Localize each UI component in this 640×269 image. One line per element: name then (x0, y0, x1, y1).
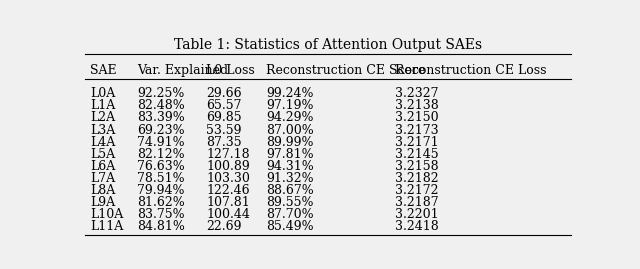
Text: 69.85: 69.85 (207, 111, 242, 124)
Text: L7A: L7A (90, 172, 115, 185)
Text: 3.2187: 3.2187 (395, 196, 438, 209)
Text: L1A: L1A (90, 99, 115, 112)
Text: Table 1: Statistics of Attention Output SAEs: Table 1: Statistics of Attention Output … (174, 38, 482, 52)
Text: 99.24%: 99.24% (266, 87, 314, 100)
Text: L10A: L10A (90, 208, 123, 221)
Text: 82.12%: 82.12% (137, 148, 185, 161)
Text: 87.70%: 87.70% (266, 208, 314, 221)
Text: 78.51%: 78.51% (137, 172, 185, 185)
Text: 74.91%: 74.91% (137, 136, 185, 149)
Text: 85.49%: 85.49% (266, 221, 314, 233)
Text: 83.39%: 83.39% (137, 111, 185, 124)
Text: 94.29%: 94.29% (266, 111, 314, 124)
Text: 3.2158: 3.2158 (395, 160, 438, 173)
Text: Reconstruction CE Loss: Reconstruction CE Loss (395, 64, 547, 77)
Text: 89.55%: 89.55% (266, 196, 314, 209)
Text: 3.2173: 3.2173 (395, 123, 438, 137)
Text: 3.2201: 3.2201 (395, 208, 438, 221)
Text: 127.18: 127.18 (207, 148, 250, 161)
Text: 3.2171: 3.2171 (395, 136, 438, 149)
Text: L11A: L11A (90, 221, 123, 233)
Text: 22.69: 22.69 (207, 221, 242, 233)
Text: 3.2182: 3.2182 (395, 172, 438, 185)
Text: 53.59: 53.59 (207, 123, 242, 137)
Text: 89.99%: 89.99% (266, 136, 314, 149)
Text: 107.81: 107.81 (207, 196, 250, 209)
Text: L0 Loss: L0 Loss (207, 64, 255, 77)
Text: 81.62%: 81.62% (137, 196, 185, 209)
Text: 82.48%: 82.48% (137, 99, 185, 112)
Text: L3A: L3A (90, 123, 115, 137)
Text: 29.66: 29.66 (207, 87, 242, 100)
Text: L0A: L0A (90, 87, 115, 100)
Text: L6A: L6A (90, 160, 115, 173)
Text: 3.2138: 3.2138 (395, 99, 438, 112)
Text: L9A: L9A (90, 196, 115, 209)
Text: 122.46: 122.46 (207, 184, 250, 197)
Text: 79.94%: 79.94% (137, 184, 184, 197)
Text: 3.2150: 3.2150 (395, 111, 438, 124)
Text: 87.35: 87.35 (207, 136, 242, 149)
Text: 69.23%: 69.23% (137, 123, 185, 137)
Text: 92.25%: 92.25% (137, 87, 184, 100)
Text: 91.32%: 91.32% (266, 172, 314, 185)
Text: 94.31%: 94.31% (266, 160, 314, 173)
Text: 3.2418: 3.2418 (395, 221, 438, 233)
Text: 84.81%: 84.81% (137, 221, 185, 233)
Text: L2A: L2A (90, 111, 115, 124)
Text: 87.00%: 87.00% (266, 123, 314, 137)
Text: 100.44: 100.44 (207, 208, 250, 221)
Text: 3.2172: 3.2172 (395, 184, 438, 197)
Text: 103.30: 103.30 (207, 172, 250, 185)
Text: 83.75%: 83.75% (137, 208, 185, 221)
Text: Reconstruction CE Score: Reconstruction CE Score (266, 64, 426, 77)
Text: 3.2145: 3.2145 (395, 148, 438, 161)
Text: 3.2327: 3.2327 (395, 87, 438, 100)
Text: L8A: L8A (90, 184, 115, 197)
Text: 97.19%: 97.19% (266, 99, 314, 112)
Text: L4A: L4A (90, 136, 115, 149)
Text: Var. Explained: Var. Explained (137, 64, 228, 77)
Text: 65.57: 65.57 (207, 99, 242, 112)
Text: SAE: SAE (90, 64, 116, 77)
Text: 76.63%: 76.63% (137, 160, 185, 173)
Text: L5A: L5A (90, 148, 115, 161)
Text: 100.89: 100.89 (207, 160, 250, 173)
Text: 97.81%: 97.81% (266, 148, 314, 161)
Text: 88.67%: 88.67% (266, 184, 314, 197)
